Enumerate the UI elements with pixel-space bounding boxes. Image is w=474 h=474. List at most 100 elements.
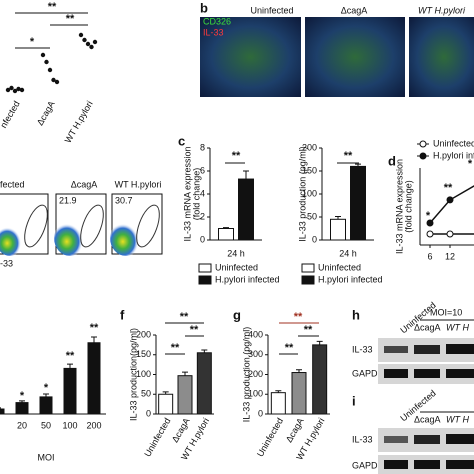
flow-density [110,220,142,256]
dot [92,39,98,45]
bar [312,344,328,415]
dot [40,52,46,58]
significance: * [468,158,473,170]
band [384,436,408,443]
x-tick-label: WT H.pylori [63,99,95,145]
dot [82,37,87,43]
band [446,344,474,354]
dot [16,86,21,92]
row-label: GAPDH [352,368,384,378]
x-tick-label: 20 [17,420,27,430]
legend-label: Uninfected [318,262,361,272]
error-bar [182,371,188,376]
significance: * [426,210,431,222]
y-tick-label: 200 [136,329,151,339]
dot [9,85,14,91]
dot [54,79,60,85]
marker [426,230,434,238]
x-tick-label: 12 [445,251,455,261]
legend-label: H.pylori infected [318,274,383,284]
flow-panel: fected ΔcagA WT H.pylori 21.9 30.7 -33 [0,179,163,268]
y-tick-label: 150 [136,349,151,359]
bar [177,375,193,415]
y-tick-label: 200 [248,369,263,379]
axis-label: -33 [0,258,13,268]
y-tick-label: 8 [200,142,205,152]
caption: WT H.pylori [418,5,466,15]
legend-swatch [198,263,212,273]
gate-percent: 30.7 [115,195,133,205]
micrograph-image [200,17,301,97]
dot [19,87,25,93]
dot [89,44,94,50]
band [414,345,440,354]
blot-i: i Uninfected ΔcagA WT H IL-33 GAPDH [352,388,474,474]
legend-swatch [198,275,212,285]
blot-h: h Uninfected MOI=10 ΔcagA WT H IL-33 GAP… [352,300,474,384]
marker [446,196,454,204]
row-label: GAPDH [352,460,384,470]
caption: ΔcagA [341,5,368,15]
legend-marker [419,152,427,160]
y-axis-label: (fold change) [191,168,201,221]
y-tick-label: 0 [258,408,263,418]
caption: Uninfected [250,5,293,15]
y-tick-label: 100 [302,188,317,198]
x-tick-label: 6 [427,251,432,261]
bar [87,342,101,415]
y-axis-label: (fold change) [403,180,413,233]
dot [47,67,53,73]
lane-label: ΔcagA [414,414,441,424]
x-tick-label: ΔcagA [284,416,306,444]
flow-gate [24,204,48,248]
y-tick-label: 100 [136,369,151,379]
y-tick-label: 200 [302,142,317,152]
y-tick-label: 100 [248,389,263,399]
y-tick-label: 0 [200,234,205,244]
dot [44,59,49,65]
significance: ** [294,311,303,323]
significance: * [20,390,25,402]
significance: ** [180,311,189,323]
caption: fected [0,179,25,189]
significance: ** [66,350,75,362]
legend-marker [419,140,427,148]
significance: * [30,36,35,48]
legend-label: Uninfected [433,138,474,148]
y-axis-label: IL-33 production (pg/ml) [241,327,251,423]
panel-label: i [352,393,356,408]
y-tick-label: 400 [248,329,263,339]
y-axis-label: IL-33 production(pg/ml) [128,328,138,421]
stain-label: CD326 [203,16,231,26]
y-tick-label: 150 [302,165,317,175]
panel-label: h [352,307,360,322]
y-axis-label: IL-33 mRNA expression [182,146,192,241]
band [414,369,440,378]
dot [12,88,18,94]
y-tick-label: 4 [200,188,205,198]
bar [330,218,346,241]
x-tick-label: 24 h [339,248,357,258]
error-bar [316,340,323,345]
legend-label: H.pylori infected [215,274,280,284]
x-tick-label: 50 [41,420,51,430]
bar [39,396,53,415]
lane-label: WT H [446,322,469,332]
dot [85,41,91,47]
flow-density [0,224,24,256]
band [384,346,408,353]
y-tick-label: 2 [200,211,205,221]
error-bar [243,170,249,180]
lane-label: MOI=10 [430,307,462,317]
bar [158,393,174,415]
bar [196,352,212,415]
error-bar [91,336,97,343]
significance: ** [190,324,199,336]
significance: ** [444,182,453,194]
y-tick-label: 50 [307,211,317,221]
significance: ** [304,324,313,336]
row-label: IL-33 [352,434,373,444]
significance: ** [285,342,294,354]
significance: ** [48,1,57,13]
